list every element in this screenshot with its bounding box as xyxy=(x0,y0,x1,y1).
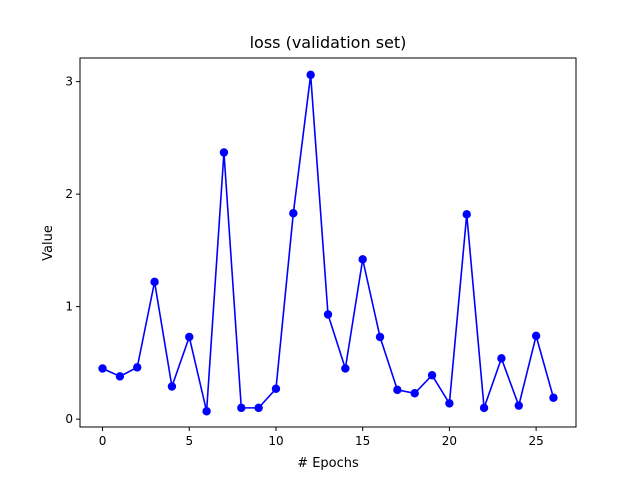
data-point xyxy=(254,403,263,413)
y-tick-label: 1 xyxy=(65,300,73,314)
x-tick-label: 5 xyxy=(185,434,193,448)
chart-title: loss (validation set) xyxy=(250,33,407,52)
data-point xyxy=(393,385,402,395)
data-point xyxy=(271,384,281,393)
data-point xyxy=(531,331,541,341)
y-axis-ticks: 0 1 2 3 xyxy=(65,75,80,426)
data-point xyxy=(306,70,315,80)
data-point xyxy=(462,210,471,219)
x-tick-label: 25 xyxy=(528,434,543,448)
data-point xyxy=(98,364,107,373)
data-point xyxy=(445,399,454,408)
x-axis-label: # Epochs xyxy=(297,456,359,471)
plot-area xyxy=(98,70,558,416)
data-point xyxy=(358,255,367,264)
data-point xyxy=(479,403,489,413)
y-tick-label: 2 xyxy=(65,187,73,201)
x-tick-label: 20 xyxy=(442,434,457,448)
x-axis-ticks: 0 5 10 15 20 25 xyxy=(99,427,544,448)
x-tick-label: 10 xyxy=(268,434,283,448)
data-point xyxy=(219,148,229,157)
data-point xyxy=(150,277,159,287)
plot-frame xyxy=(79,57,577,428)
y-tick-label: 3 xyxy=(65,75,73,89)
data-point xyxy=(289,209,298,218)
data-point xyxy=(375,332,385,342)
data-point xyxy=(167,382,177,391)
y-tick-label: 0 xyxy=(65,412,73,426)
data-point xyxy=(133,363,142,372)
x-tick-label: 0 xyxy=(99,434,107,448)
data-point xyxy=(341,364,350,373)
data-point xyxy=(237,403,246,413)
data-point xyxy=(202,407,211,416)
data-point xyxy=(115,372,125,381)
x-tick-label: 15 xyxy=(355,434,370,448)
data-point xyxy=(427,371,437,380)
data-point xyxy=(497,354,506,363)
data-point xyxy=(549,393,558,402)
data-point xyxy=(185,332,194,342)
data-point xyxy=(410,389,419,398)
data-point xyxy=(323,310,333,319)
data-point xyxy=(514,401,523,410)
y-axis-label: Value xyxy=(41,225,56,261)
